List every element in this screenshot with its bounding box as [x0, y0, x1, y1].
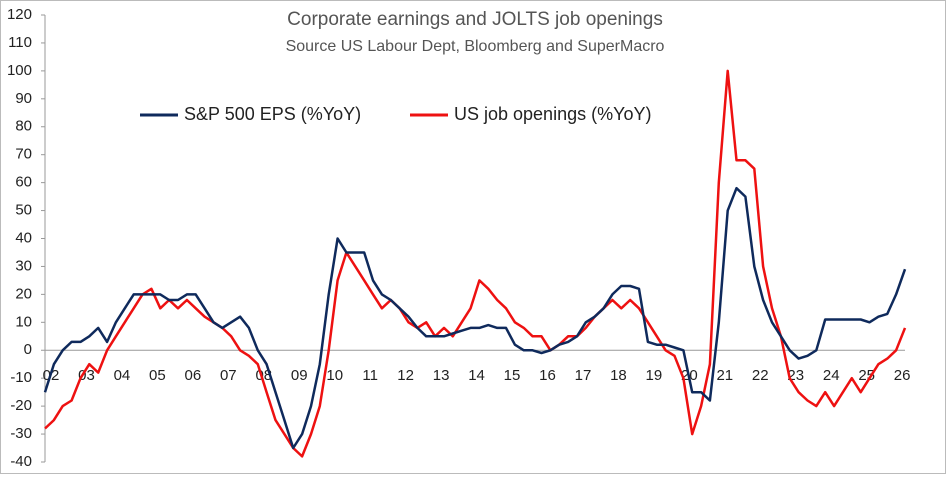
x-tick-label: 16 — [539, 367, 556, 384]
y-tick-label: 70 — [15, 146, 32, 163]
series-line — [44, 69, 907, 458]
x-tick-label: 21 — [716, 367, 733, 384]
x-tick-label: 24 — [823, 367, 840, 384]
x-tick-label: 14 — [468, 367, 485, 384]
y-tick-label: -10 — [10, 369, 32, 386]
x-tick-label: 03 — [78, 367, 95, 384]
y-tick-label: -40 — [10, 453, 32, 470]
chart-title: Corporate earnings and JOLTS job opening… — [287, 9, 663, 30]
y-tick-label: 100 — [7, 62, 32, 79]
x-tick-label: 18 — [610, 367, 627, 384]
x-tick-label: 04 — [114, 367, 131, 384]
y-tick-label: 120 — [7, 6, 32, 23]
y-tick-label: -20 — [10, 397, 32, 414]
y-tick-label: 50 — [15, 202, 32, 219]
y-tick-label: 60 — [15, 174, 32, 191]
y-tick-label: 30 — [15, 257, 32, 274]
x-tick-label: 19 — [646, 367, 663, 384]
x-tick-label: 25 — [858, 367, 875, 384]
y-tick-label: 90 — [15, 90, 32, 107]
x-tick-label: 11 — [362, 367, 378, 384]
x-tick-label: 22 — [752, 367, 769, 384]
x-tick-label: 09 — [291, 367, 308, 384]
x-tick-label: 10 — [326, 367, 343, 384]
y-tick-label: 40 — [15, 229, 32, 246]
x-tick-label: 07 — [220, 367, 237, 384]
y-tick-label: 110 — [8, 34, 32, 51]
x-tick-label: 17 — [575, 367, 592, 384]
y-tick-label: 20 — [15, 285, 32, 302]
legend-label: S&P 500 EPS (%YoY) — [184, 104, 361, 124]
x-tick-label: 12 — [397, 367, 414, 384]
x-tick-label: 15 — [504, 367, 521, 384]
legend-label: US job openings (%YoY) — [454, 104, 651, 124]
series-line — [43, 186, 907, 450]
x-tick-label: 06 — [185, 367, 202, 384]
x-tick-label: 13 — [433, 367, 450, 384]
x-tick-label: 26 — [894, 367, 911, 384]
y-tick-label: 10 — [15, 313, 32, 330]
y-tick-label: 0 — [24, 341, 32, 358]
x-tick-label: 05 — [149, 367, 166, 384]
y-tick-label: -30 — [10, 425, 32, 442]
chart-subtitle: Source US Labour Dept, Bloomberg and Sup… — [286, 38, 665, 55]
y-tick-label: 80 — [15, 118, 32, 135]
